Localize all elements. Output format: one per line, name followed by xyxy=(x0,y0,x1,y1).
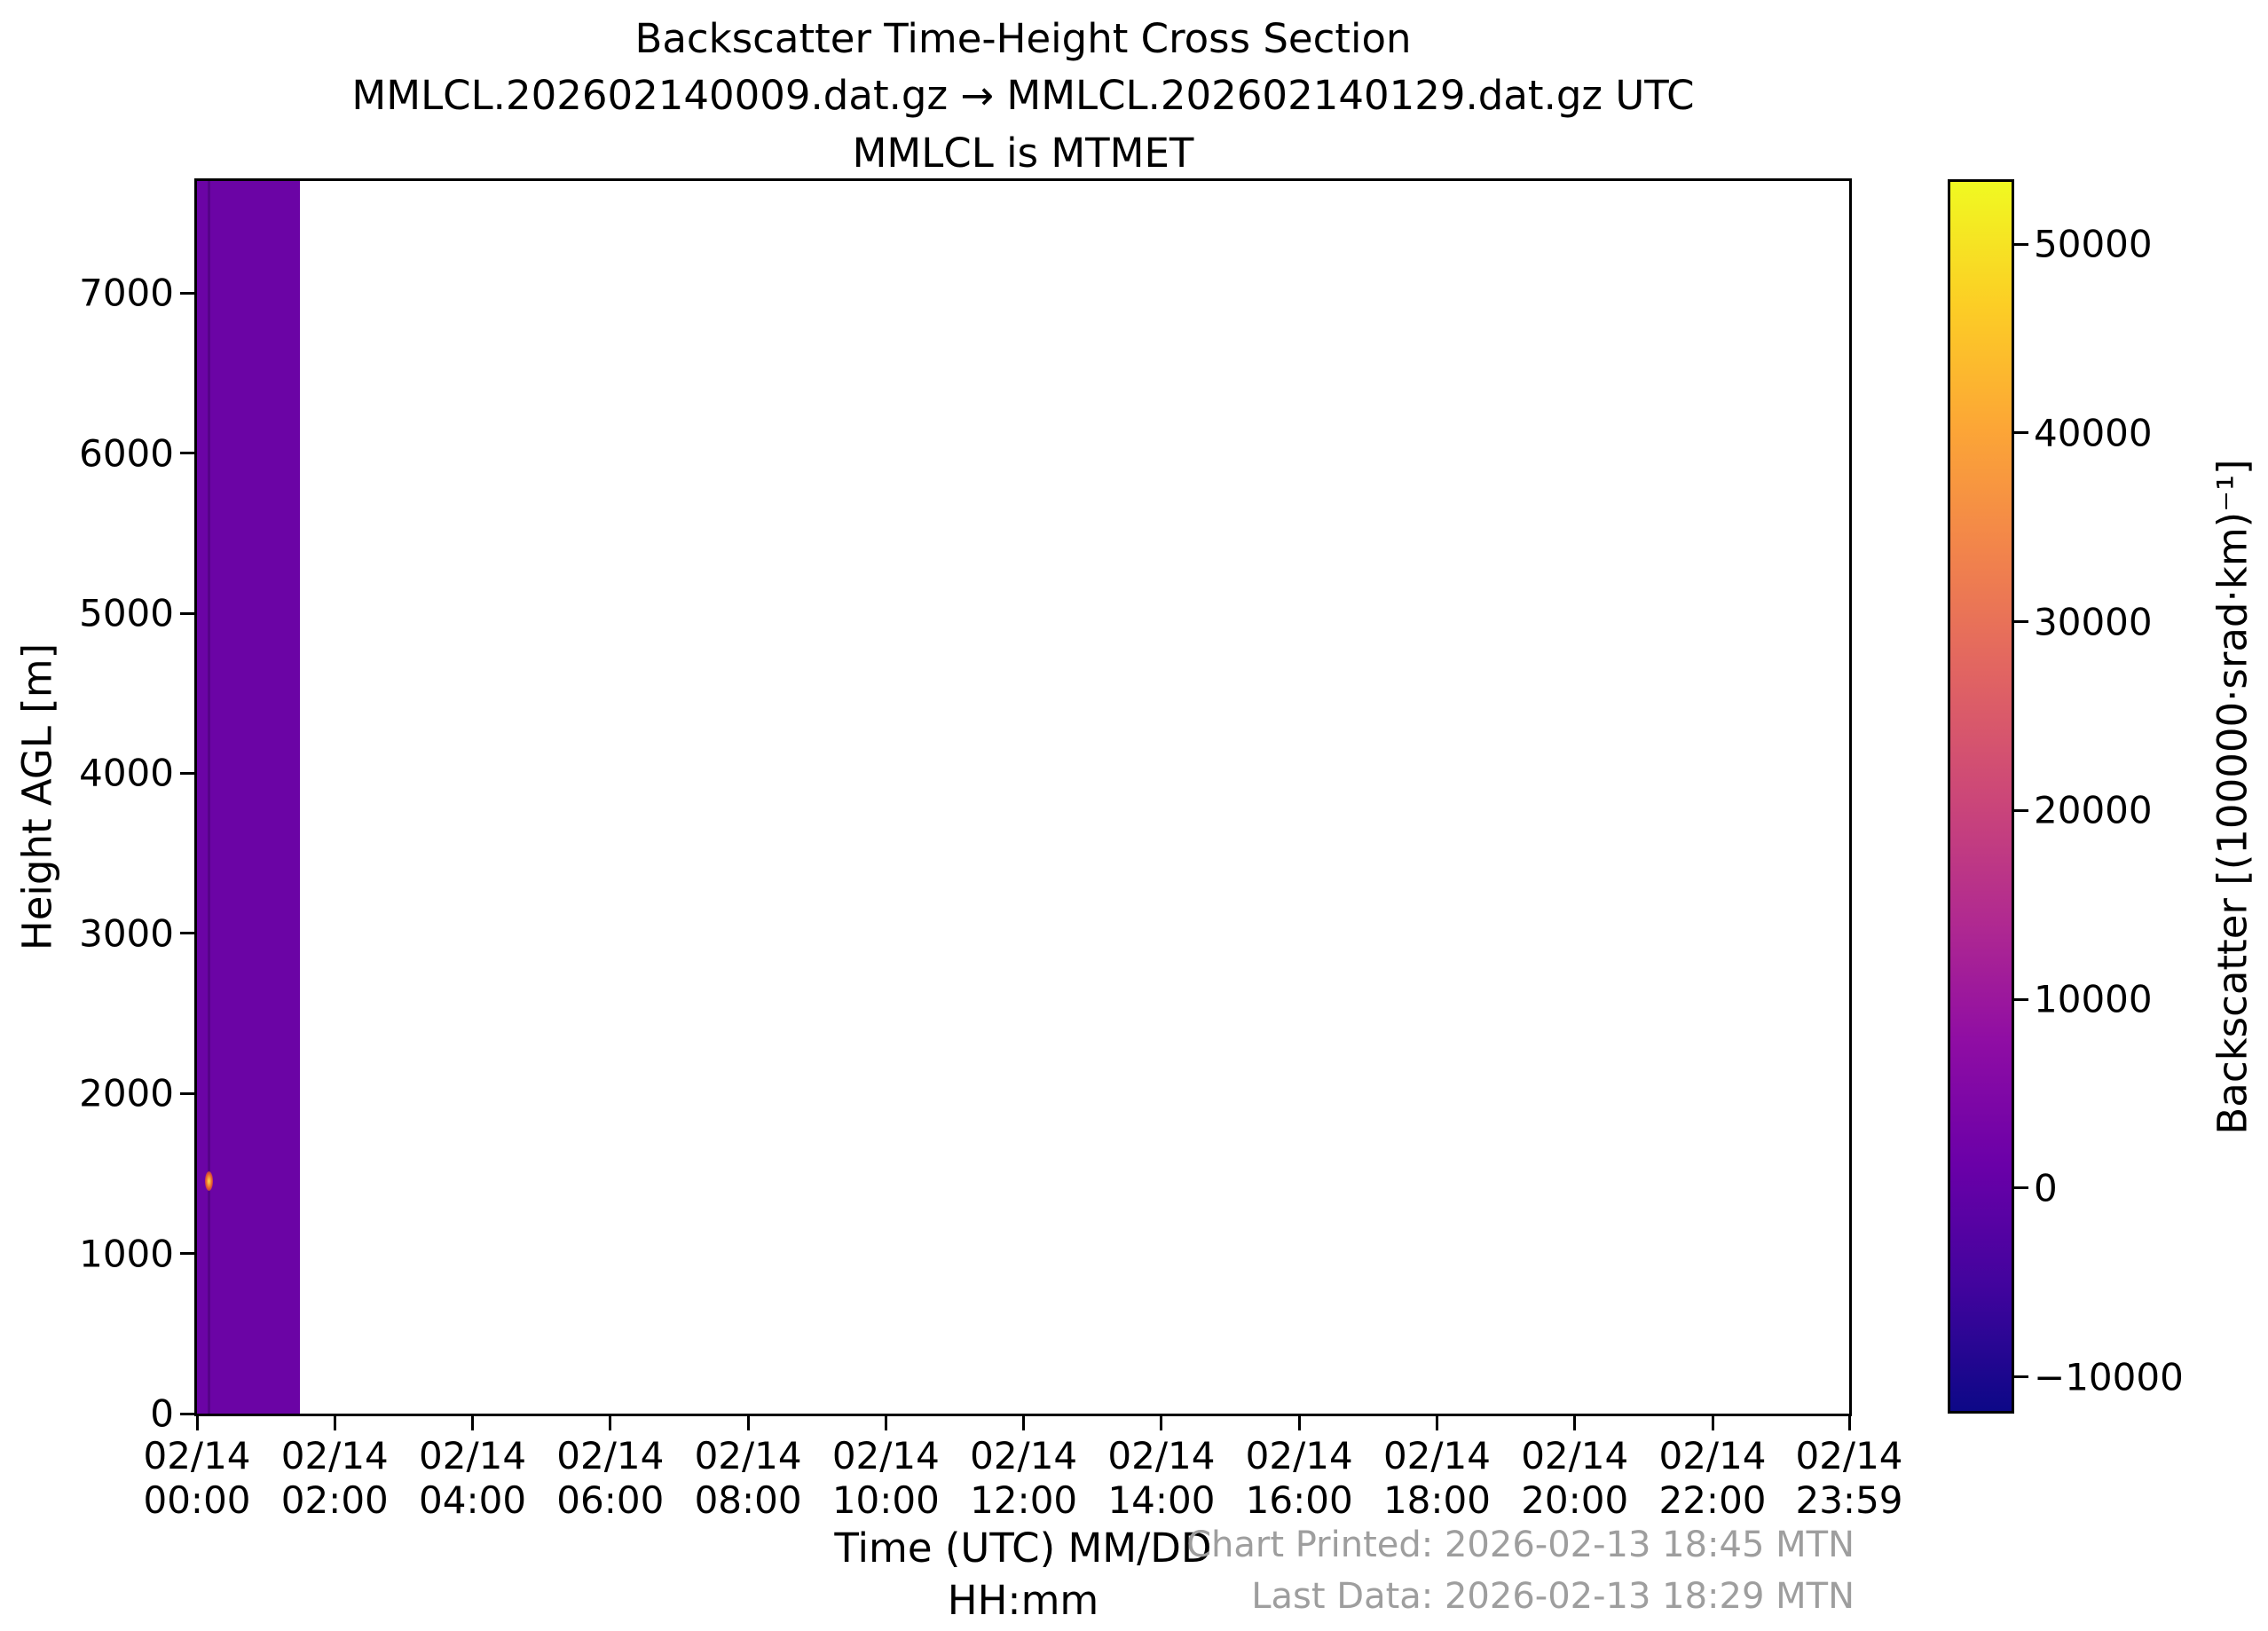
x-tick-mark xyxy=(1573,1416,1577,1430)
y-tick-mark xyxy=(180,1412,194,1415)
footer-block: Chart Printed: 2026-02-13 18:45 MTN Last… xyxy=(1186,1519,1855,1622)
chart-subtitle-station: MMLCL is MTMET xyxy=(852,129,1194,177)
chart-title-block: Backscatter Time-Height Cross Section MM… xyxy=(197,11,1849,182)
colorbar-tick-mark xyxy=(2014,808,2028,812)
footer-last-data: Last Data: 2026-02-13 18:29 MTN xyxy=(1251,1576,1855,1617)
x-tick-label: 02/14 08:00 xyxy=(694,1434,802,1522)
aerosol-plume-dot xyxy=(204,1171,213,1192)
colorbar-tick-mark xyxy=(2014,1375,2028,1379)
x-tick-mark xyxy=(1022,1416,1026,1430)
y-tick-mark xyxy=(180,1252,194,1256)
heatmap-data-band xyxy=(197,181,301,1414)
colorbar-tick-label: 50000 xyxy=(2034,222,2153,266)
colorbar-tick-label: 10000 xyxy=(2034,977,2153,1021)
x-tick-label: 02/14 04:00 xyxy=(419,1434,527,1522)
y-tick-mark xyxy=(180,771,194,775)
x-tick-label: 02/14 10:00 xyxy=(831,1434,940,1522)
colorbar-tick-mark xyxy=(2014,242,2028,246)
colorbar-tick-mark xyxy=(2014,431,2028,435)
x-tick-label: 02/14 22:00 xyxy=(1658,1434,1767,1522)
x-tick-mark xyxy=(1711,1416,1714,1430)
x-tick-mark xyxy=(1297,1416,1301,1430)
x-tick-mark xyxy=(1435,1416,1438,1430)
x-tick-mark xyxy=(746,1416,750,1430)
y-tick-label: 3000 xyxy=(79,911,174,956)
colorbar-tick-label: 30000 xyxy=(2034,600,2153,644)
y-tick-label: 4000 xyxy=(79,751,174,795)
y-tick-mark xyxy=(180,291,194,295)
x-tick-label: 02/14 06:00 xyxy=(556,1434,665,1522)
colorbar-tick-mark xyxy=(2014,620,2028,624)
x-tick-label: 02/14 12:00 xyxy=(970,1434,1078,1522)
colorbar-label: Backscatter [(100000·srad·km)⁻¹] xyxy=(2209,459,2256,1135)
y-tick-label: 6000 xyxy=(79,431,174,476)
footer-chart-printed: Chart Printed: 2026-02-13 18:45 MTN xyxy=(1186,1525,1855,1565)
x-tick-label: 02/14 00:00 xyxy=(143,1434,251,1522)
y-axis-label: Height AGL [m] xyxy=(13,642,61,951)
x-tick-mark xyxy=(471,1416,475,1430)
x-tick-mark xyxy=(333,1416,336,1430)
y-tick-label: 7000 xyxy=(79,271,174,315)
y-tick-label: 1000 xyxy=(79,1232,174,1276)
x-tick-label: 02/14 20:00 xyxy=(1521,1434,1629,1522)
colorbar-tick-mark xyxy=(2014,1186,2028,1190)
colorbar-tick-label: −10000 xyxy=(2034,1355,2184,1399)
y-tick-mark xyxy=(180,932,194,935)
heatmap-noise-streak xyxy=(207,181,210,1414)
y-tick-label: 2000 xyxy=(79,1071,174,1115)
colorbar-tick-label: 40000 xyxy=(2034,411,2153,455)
x-tick-label: 02/14 23:59 xyxy=(1795,1434,1903,1522)
x-axis-label: Time (UTC) MM/DD HH:mm xyxy=(197,1522,1849,1627)
y-tick-mark xyxy=(180,1091,194,1095)
x-tick-label: 02/14 16:00 xyxy=(1245,1434,1353,1522)
x-tick-mark xyxy=(609,1416,612,1430)
x-tick-mark xyxy=(884,1416,887,1430)
colorbar-tick-label: 20000 xyxy=(2034,788,2153,832)
y-tick-label: 5000 xyxy=(79,591,174,635)
x-axis-label-line2: HH:mm xyxy=(947,1577,1099,1625)
chart-subtitle-files: MMLCL.202602140009.dat.gz → MMLCL.202602… xyxy=(351,72,1695,120)
y-tick-label: 0 xyxy=(150,1391,174,1436)
y-tick-mark xyxy=(180,611,194,615)
x-tick-label: 02/14 02:00 xyxy=(280,1434,389,1522)
y-tick-mark xyxy=(180,452,194,455)
colorbar-tick-mark xyxy=(2014,997,2028,1001)
plot-area xyxy=(194,178,1852,1416)
colorbar xyxy=(1948,179,2014,1414)
x-tick-mark xyxy=(1847,1416,1851,1430)
x-tick-label: 02/14 18:00 xyxy=(1382,1434,1491,1522)
colorbar-gradient xyxy=(1950,182,2012,1411)
x-tick-label: 02/14 14:00 xyxy=(1107,1434,1216,1522)
x-tick-mark xyxy=(195,1416,199,1430)
x-tick-mark xyxy=(1160,1416,1163,1430)
colorbar-tick-label: 0 xyxy=(2034,1166,2058,1210)
chart-title: Backscatter Time-Height Cross Section xyxy=(634,15,1412,62)
x-axis-label-line1: Time (UTC) MM/DD xyxy=(834,1525,1212,1572)
